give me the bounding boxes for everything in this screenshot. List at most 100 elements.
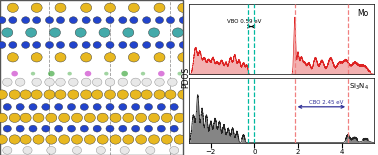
Circle shape	[128, 53, 139, 62]
Circle shape	[130, 17, 138, 24]
Circle shape	[141, 72, 145, 75]
Circle shape	[33, 113, 44, 122]
Circle shape	[155, 78, 164, 86]
Circle shape	[128, 3, 139, 12]
Circle shape	[81, 90, 91, 99]
Circle shape	[3, 78, 12, 86]
Circle shape	[166, 17, 175, 24]
Circle shape	[130, 90, 141, 99]
Circle shape	[161, 113, 172, 122]
Circle shape	[93, 104, 101, 110]
Circle shape	[110, 113, 121, 122]
Circle shape	[149, 28, 160, 37]
Circle shape	[16, 104, 24, 110]
Circle shape	[0, 135, 7, 144]
Circle shape	[165, 90, 176, 99]
Circle shape	[85, 71, 91, 76]
Circle shape	[59, 135, 70, 144]
Circle shape	[157, 125, 165, 132]
Circle shape	[67, 125, 76, 132]
Circle shape	[170, 104, 178, 110]
Circle shape	[9, 42, 17, 48]
Circle shape	[155, 42, 164, 48]
Circle shape	[93, 17, 101, 24]
Circle shape	[31, 53, 42, 62]
Circle shape	[0, 90, 7, 99]
Circle shape	[106, 42, 114, 48]
Circle shape	[3, 146, 12, 154]
Circle shape	[46, 135, 57, 144]
Circle shape	[33, 42, 41, 48]
Circle shape	[55, 3, 66, 12]
Circle shape	[131, 78, 141, 86]
Circle shape	[20, 113, 31, 122]
Circle shape	[22, 42, 30, 48]
Circle shape	[179, 42, 187, 48]
Circle shape	[104, 72, 108, 75]
Circle shape	[68, 90, 79, 99]
Circle shape	[7, 3, 18, 12]
Circle shape	[178, 53, 189, 62]
Circle shape	[55, 104, 63, 110]
Circle shape	[32, 78, 42, 86]
Circle shape	[166, 42, 175, 48]
Circle shape	[143, 42, 151, 48]
Circle shape	[149, 113, 160, 122]
Text: VBO 0.59 eV: VBO 0.59 eV	[228, 19, 262, 24]
Circle shape	[33, 135, 44, 144]
Circle shape	[161, 135, 172, 144]
Circle shape	[149, 135, 160, 144]
Circle shape	[136, 113, 147, 122]
Circle shape	[96, 146, 105, 154]
Circle shape	[80, 104, 88, 110]
Circle shape	[69, 17, 77, 24]
Text: PDOS: PDOS	[181, 67, 191, 88]
Circle shape	[119, 125, 127, 132]
Circle shape	[154, 3, 165, 12]
Circle shape	[81, 53, 91, 62]
Text: Mo: Mo	[358, 9, 369, 18]
Circle shape	[118, 78, 128, 86]
Circle shape	[157, 104, 165, 110]
Circle shape	[20, 90, 31, 99]
Circle shape	[0, 42, 6, 48]
Circle shape	[105, 78, 115, 86]
Circle shape	[172, 28, 183, 37]
Circle shape	[45, 17, 54, 24]
Circle shape	[104, 3, 116, 12]
Circle shape	[82, 42, 90, 48]
Circle shape	[158, 71, 165, 76]
Circle shape	[11, 71, 18, 76]
Circle shape	[3, 125, 11, 132]
Circle shape	[123, 135, 134, 144]
Circle shape	[142, 78, 152, 86]
Circle shape	[97, 135, 108, 144]
Text: Si$_3$N$_4$: Si$_3$N$_4$	[349, 82, 369, 92]
Circle shape	[119, 104, 127, 110]
Circle shape	[155, 17, 164, 24]
Circle shape	[104, 90, 116, 99]
Circle shape	[3, 104, 11, 110]
Circle shape	[42, 125, 50, 132]
Circle shape	[9, 17, 17, 24]
Circle shape	[106, 17, 114, 24]
Circle shape	[84, 135, 95, 144]
Circle shape	[146, 146, 155, 154]
Circle shape	[71, 113, 82, 122]
Circle shape	[154, 53, 165, 62]
Circle shape	[144, 104, 153, 110]
Circle shape	[22, 17, 30, 24]
Circle shape	[123, 113, 134, 122]
Circle shape	[178, 3, 189, 12]
Circle shape	[174, 135, 185, 144]
Circle shape	[59, 113, 70, 122]
Circle shape	[2, 28, 13, 37]
Circle shape	[119, 42, 127, 48]
Circle shape	[178, 90, 189, 99]
Circle shape	[123, 28, 134, 37]
Circle shape	[23, 146, 32, 154]
Circle shape	[167, 78, 177, 86]
Circle shape	[143, 17, 151, 24]
Circle shape	[44, 90, 55, 99]
Circle shape	[177, 72, 182, 75]
